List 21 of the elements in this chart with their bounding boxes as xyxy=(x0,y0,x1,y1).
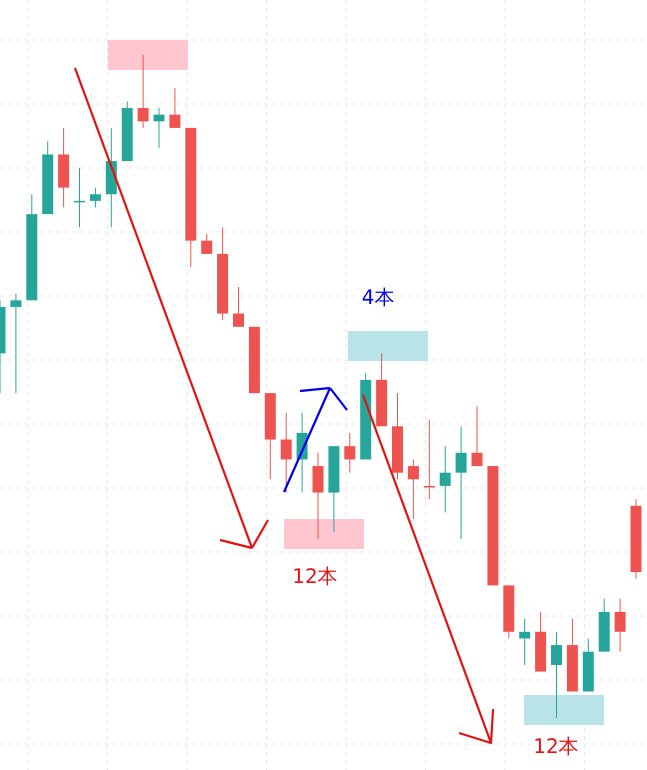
candlestick xyxy=(138,54,149,128)
candlestick xyxy=(614,598,626,652)
candlestick xyxy=(519,618,530,666)
candlestick xyxy=(551,631,562,718)
candlestick xyxy=(440,446,451,513)
candlestick xyxy=(233,286,244,328)
candlestick xyxy=(280,412,292,494)
candlestick xyxy=(154,108,164,148)
candlestick xyxy=(408,458,419,520)
candlestick xyxy=(169,88,180,128)
candlestick xyxy=(201,234,212,254)
candlestick xyxy=(90,187,101,208)
candlestick xyxy=(472,406,482,467)
text: 12本 xyxy=(533,734,579,758)
annotation: 4本 xyxy=(362,285,394,309)
candlestick xyxy=(74,167,85,228)
candlestick xyxy=(344,432,356,474)
annotation: 12本 xyxy=(292,564,338,588)
candlestick xyxy=(10,293,22,394)
candlestick xyxy=(424,419,435,500)
candlestick xyxy=(456,426,467,540)
